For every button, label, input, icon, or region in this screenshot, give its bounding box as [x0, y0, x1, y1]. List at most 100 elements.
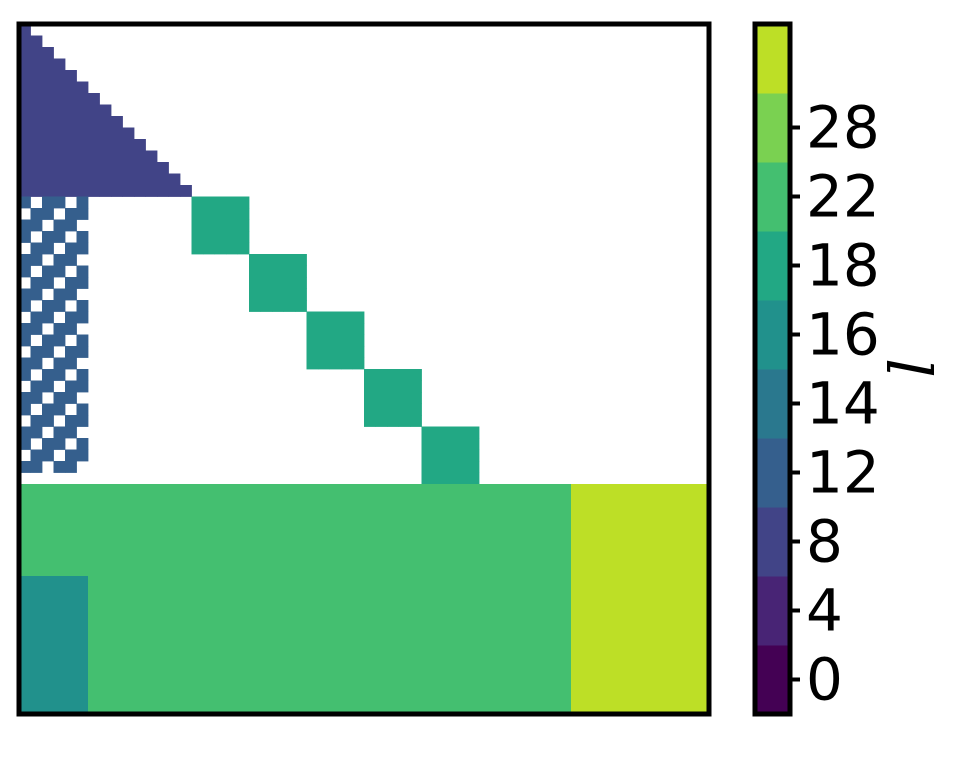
heatmap-cell [651, 668, 664, 680]
heatmap-cell [571, 633, 583, 646]
heatmap-cell [513, 599, 526, 611]
heatmap-cell [76, 334, 89, 347]
heatmap-cell [628, 702, 641, 715]
heatmap-cell [410, 403, 422, 416]
heatmap-cell [318, 553, 330, 565]
heatmap-cell [306, 564, 319, 577]
heatmap-cell [502, 541, 514, 554]
heatmap-cell [594, 599, 606, 611]
heatmap-cell [19, 530, 31, 542]
heatmap-cell [237, 599, 250, 611]
heatmap-cell [65, 426, 77, 439]
heatmap-cell [42, 334, 54, 347]
heatmap-cell [249, 484, 261, 496]
heatmap-cell [237, 702, 250, 715]
heatmap-cell [352, 702, 365, 715]
heatmap-cell [364, 610, 376, 623]
heatmap-cell [260, 691, 273, 703]
heatmap-cell [203, 622, 215, 634]
heatmap-cell [433, 530, 445, 542]
heatmap-cell [318, 622, 330, 634]
heatmap-cell [76, 679, 89, 692]
heatmap-cell [145, 530, 158, 542]
heatmap-cell [157, 507, 169, 519]
heatmap-cell [157, 530, 169, 542]
heatmap-cell [65, 392, 77, 404]
heatmap-cell [19, 576, 31, 588]
heatmap-cell [53, 58, 66, 71]
heatmap-cell [237, 610, 250, 623]
heatmap-cell [594, 541, 606, 554]
heatmap-cell [19, 265, 31, 278]
heatmap-cell [19, 495, 31, 508]
heatmap-cell [30, 507, 43, 519]
heatmap-cell [226, 599, 238, 611]
heatmap-cell [410, 415, 422, 427]
heatmap-cell [410, 691, 422, 703]
heatmap-cell [398, 633, 411, 646]
heatmap-cell [594, 702, 606, 715]
heatmap-cell [237, 633, 250, 646]
heatmap-cell [513, 564, 526, 577]
heatmap-cell [157, 702, 169, 715]
heatmap-cell [134, 668, 146, 680]
heatmap-cell [663, 587, 675, 600]
heatmap-cell [249, 656, 261, 669]
heatmap-cell [686, 564, 698, 577]
heatmap-cell [502, 645, 514, 657]
heatmap-cell [559, 564, 572, 577]
heatmap-cell [571, 656, 583, 669]
heatmap-cell [76, 702, 89, 715]
heatmap-cell [559, 587, 572, 600]
heatmap-cell [548, 679, 560, 692]
heatmap-cell [548, 668, 560, 680]
heatmap-cell [88, 668, 100, 680]
heatmap-cell [42, 541, 54, 554]
heatmap-cell [582, 576, 595, 588]
heatmap-cell [502, 564, 514, 577]
heatmap-cell [180, 645, 192, 657]
heatmap-cell [260, 645, 273, 657]
heatmap-cell [99, 679, 112, 692]
heatmap-cell [559, 645, 572, 657]
heatmap-cell [525, 484, 537, 496]
heatmap-cell [651, 610, 664, 623]
heatmap-cell [663, 622, 675, 634]
heatmap-cell [226, 656, 238, 669]
heatmap-cell [410, 622, 422, 634]
heatmap-cell [479, 691, 491, 703]
heatmap-cell [398, 484, 411, 496]
heatmap-cell [582, 518, 595, 531]
heatmap-cell [502, 610, 514, 623]
heatmap-cell [260, 622, 273, 634]
heatmap-cell [329, 622, 342, 634]
heatmap-cell [272, 507, 284, 519]
heatmap-cell [122, 691, 135, 703]
heatmap-cell [663, 668, 675, 680]
heatmap-cell [19, 127, 31, 140]
heatmap-cell [375, 553, 388, 565]
heatmap-cell [226, 208, 238, 220]
heatmap-cell [295, 300, 307, 312]
heatmap-cell [674, 645, 687, 657]
heatmap-cell [272, 254, 284, 266]
heatmap-cell [134, 599, 146, 611]
heatmap-cell [490, 645, 503, 657]
heatmap-cell [433, 438, 445, 450]
heatmap-cell [387, 518, 399, 531]
colorbar-tick-label: 4 [806, 577, 843, 645]
heatmap-cell [203, 645, 215, 657]
heatmap-cell [306, 702, 319, 715]
heatmap-cell [65, 691, 77, 703]
heatmap-cell [53, 541, 66, 554]
heatmap-cell [329, 656, 342, 669]
heatmap-cell [674, 668, 687, 680]
heatmap-cell [421, 702, 434, 715]
heatmap-cell [122, 541, 135, 554]
heatmap-cell [76, 622, 89, 634]
heatmap-cell [226, 495, 238, 508]
heatmap-cell [490, 599, 503, 611]
heatmap-cell [283, 691, 296, 703]
heatmap-cell [99, 691, 112, 703]
heatmap-cell [272, 645, 284, 657]
